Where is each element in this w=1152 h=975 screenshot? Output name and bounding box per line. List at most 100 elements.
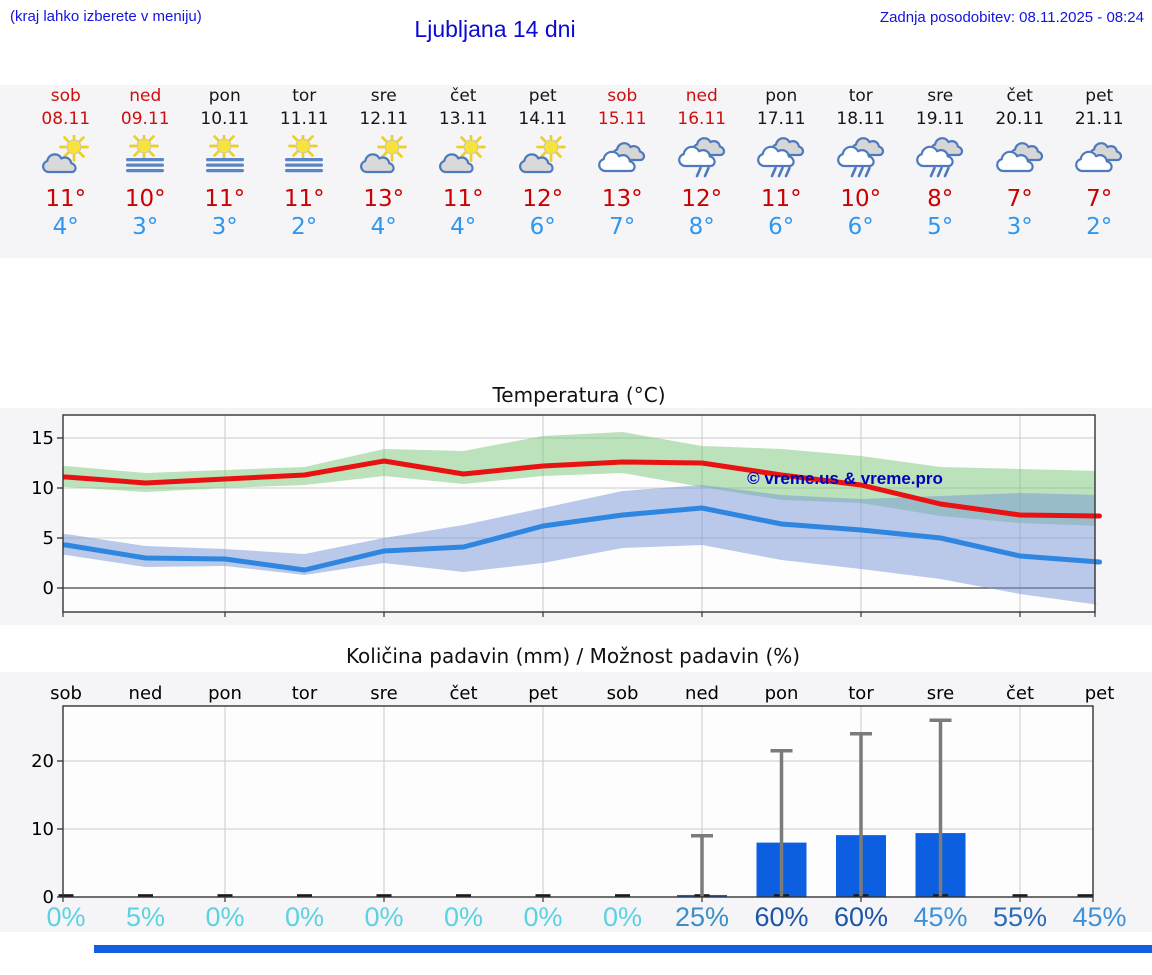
sun-fog-icon bbox=[185, 134, 265, 183]
y-axis-label: 15 bbox=[31, 428, 54, 449]
day-temp-min: 4° bbox=[370, 213, 397, 240]
day-name: pon bbox=[765, 86, 798, 106]
y-axis-label: 10 bbox=[31, 819, 54, 840]
temperature-chart-title: Temperatura (°C) bbox=[491, 383, 665, 407]
day-label: pet bbox=[1085, 683, 1115, 704]
precip-probability: 0% bbox=[603, 902, 642, 932]
baseline-mark bbox=[217, 894, 233, 897]
precip-probability: 45% bbox=[1072, 902, 1126, 932]
baseline-mark bbox=[376, 894, 392, 897]
day-date: 08.11 bbox=[41, 108, 91, 129]
sun-fog-icon bbox=[265, 134, 345, 183]
day-temp-max: 10° bbox=[124, 185, 166, 212]
baseline-mark bbox=[1077, 894, 1093, 897]
day-date: 12.11 bbox=[359, 108, 409, 129]
day-name: sre bbox=[370, 86, 397, 106]
day-temp-min: 6° bbox=[768, 213, 795, 240]
day-label: čet bbox=[1006, 683, 1034, 704]
precip-probability: 60% bbox=[754, 902, 808, 932]
day-temp-max: 10° bbox=[840, 185, 882, 212]
baseline-mark bbox=[456, 894, 471, 897]
forecast-day: tor 18.11 10° 6° bbox=[821, 85, 901, 240]
sun-cloud-icon bbox=[26, 134, 106, 183]
rain-icon bbox=[901, 135, 981, 183]
forecast-day: sre 12.11 13° 4° bbox=[344, 85, 424, 240]
last-updated: Zadnja posodobitev: 08.11.2025 - 08:24 bbox=[879, 9, 1144, 26]
day-name: sre bbox=[927, 86, 954, 106]
day-temp-max: 12° bbox=[522, 185, 564, 212]
bottom-blue-bar bbox=[94, 945, 1152, 953]
forecast-strip: sob 08.11 11° 4° ned 09.11 10° 3° pon 10.11 11° 3° t… bbox=[0, 85, 1152, 258]
day-label: ned bbox=[685, 683, 719, 704]
day-label: ned bbox=[129, 683, 163, 704]
day-date: 16.11 bbox=[677, 108, 727, 129]
day-name: ned bbox=[129, 86, 162, 106]
precip-probability: 0% bbox=[364, 902, 403, 932]
forecast-day: pet 21.11 7° 2° bbox=[1060, 85, 1140, 240]
forecast-day: ned 16.11 12° 8° bbox=[662, 85, 742, 240]
day-date: 20.11 bbox=[995, 108, 1045, 129]
clouds-icon bbox=[980, 135, 1060, 183]
day-date: 17.11 bbox=[756, 108, 806, 129]
day-date: 21.11 bbox=[1074, 108, 1124, 129]
day-temp-min: 2° bbox=[1086, 213, 1113, 240]
day-name: čet bbox=[1006, 86, 1033, 106]
y-axis-label: 5 bbox=[43, 528, 54, 549]
precip-probability: 0% bbox=[46, 902, 85, 932]
temperature-chart: 0 5 10 15 Temperatura (°C) © vreme.us & vreme… bbox=[0, 383, 1152, 625]
day-temp-max: 8° bbox=[927, 185, 954, 212]
y-axis-label: 0 bbox=[43, 887, 54, 908]
baseline-mark bbox=[138, 894, 153, 897]
baseline-mark bbox=[297, 894, 312, 897]
clouds-icon bbox=[583, 135, 663, 183]
day-temp-max: 7° bbox=[1006, 185, 1033, 212]
min-temp-band bbox=[63, 485, 1100, 605]
precipitation-chart-title: Količina padavin (mm) / Možnost padavin … bbox=[346, 644, 800, 668]
day-label: sob bbox=[607, 683, 639, 704]
rain-icon bbox=[821, 135, 901, 183]
precip-probability: 0% bbox=[205, 902, 244, 932]
y-axis-label: 10 bbox=[31, 478, 54, 499]
day-temp-min: 4° bbox=[450, 213, 477, 240]
watermark: © vreme.us & vreme.pro bbox=[747, 469, 943, 488]
day-name: ned bbox=[685, 86, 718, 106]
baseline-mark bbox=[615, 894, 630, 897]
day-date: 13.11 bbox=[438, 108, 488, 129]
baseline-mark bbox=[535, 894, 551, 897]
day-label: sre bbox=[927, 683, 954, 704]
plot-border bbox=[62, 414, 1096, 613]
precip-probability: 45% bbox=[913, 902, 967, 932]
max-temp-band bbox=[63, 432, 1100, 526]
forecast-day: sob 08.11 11° 4° bbox=[26, 85, 106, 240]
day-date: 11.11 bbox=[279, 108, 329, 129]
forecast-day: ned 09.11 10° 3° bbox=[106, 85, 186, 240]
day-label: tor bbox=[292, 683, 318, 704]
location-hint: (kraj lahko izberete v meniju) bbox=[10, 8, 202, 25]
day-temp-min: 3° bbox=[211, 213, 238, 240]
day-name: sob bbox=[607, 86, 638, 106]
day-label: pet bbox=[528, 683, 558, 704]
sun-fog-icon bbox=[106, 134, 186, 183]
day-temp-min: 6° bbox=[529, 213, 556, 240]
forecast-day: sob 15.11 13° 7° bbox=[583, 85, 663, 240]
day-name: pet bbox=[528, 86, 557, 106]
forecast-day: čet 20.11 7° 3° bbox=[980, 85, 1060, 240]
min-temp-line bbox=[63, 505, 1102, 573]
day-date: 19.11 bbox=[915, 108, 965, 129]
day-temp-max: 11° bbox=[760, 185, 802, 212]
day-temp-max: 7° bbox=[1086, 185, 1113, 212]
baseline-mark bbox=[1012, 894, 1028, 897]
day-date: 10.11 bbox=[200, 108, 250, 129]
day-temp-min: 3° bbox=[1006, 213, 1033, 240]
day-name: tor bbox=[292, 86, 317, 106]
day-name: pon bbox=[208, 86, 241, 106]
sun-cloud-icon bbox=[424, 134, 504, 183]
forecast-day: sre 19.11 8° 5° bbox=[901, 85, 981, 240]
day-name: tor bbox=[848, 86, 873, 106]
day-temp-max: 11° bbox=[442, 185, 484, 212]
clouds-icon bbox=[1060, 135, 1140, 183]
sun-cloud-icon bbox=[344, 134, 424, 183]
day-temp-max: 11° bbox=[283, 185, 325, 212]
forecast-day: pon 10.11 11° 3° bbox=[185, 85, 265, 240]
day-temp-max: 13° bbox=[363, 185, 405, 212]
